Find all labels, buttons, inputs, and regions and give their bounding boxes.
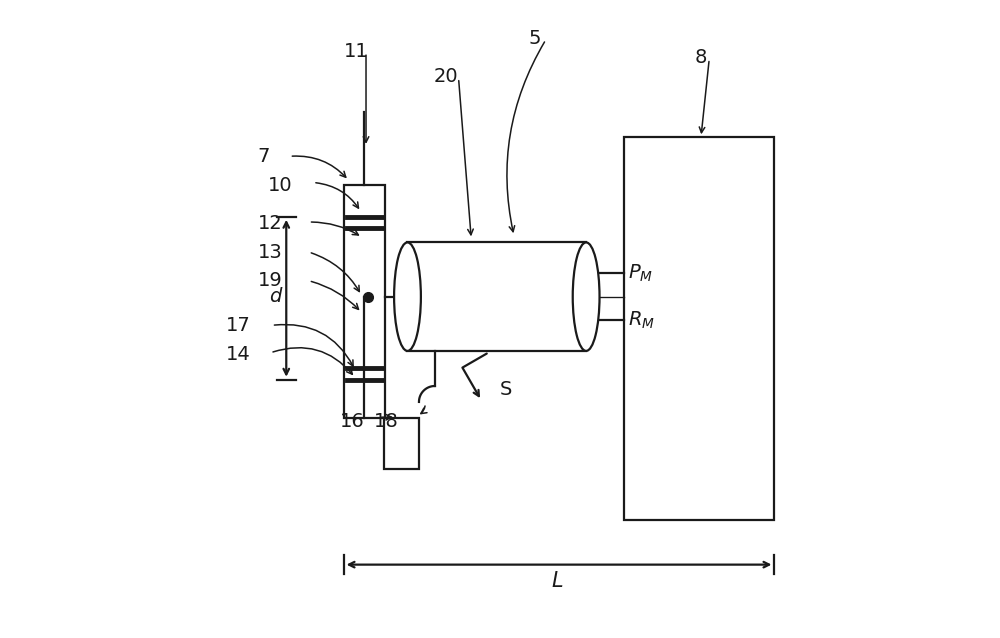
Text: 7: 7 — [258, 147, 270, 166]
Text: d: d — [269, 287, 282, 306]
Bar — [384, 418, 419, 469]
Text: 12: 12 — [258, 214, 283, 233]
Ellipse shape — [573, 242, 600, 351]
Bar — [624, 137, 774, 520]
Text: L: L — [552, 570, 563, 591]
Text: 17: 17 — [226, 316, 251, 335]
Text: 14: 14 — [226, 345, 251, 364]
Text: 5: 5 — [529, 29, 541, 48]
Text: S: S — [500, 380, 512, 399]
Text: 8: 8 — [695, 48, 707, 67]
Bar — [344, 185, 385, 418]
Text: $R_M$: $R_M$ — [628, 309, 655, 331]
Text: $P_M$: $P_M$ — [628, 262, 653, 284]
Text: 10: 10 — [268, 175, 292, 195]
Text: 16: 16 — [340, 412, 364, 431]
Text: 20: 20 — [433, 67, 458, 86]
Text: 19: 19 — [258, 271, 283, 290]
Ellipse shape — [394, 242, 421, 351]
Text: 11: 11 — [344, 41, 369, 61]
Text: 18: 18 — [374, 412, 399, 431]
Text: 13: 13 — [258, 242, 283, 262]
